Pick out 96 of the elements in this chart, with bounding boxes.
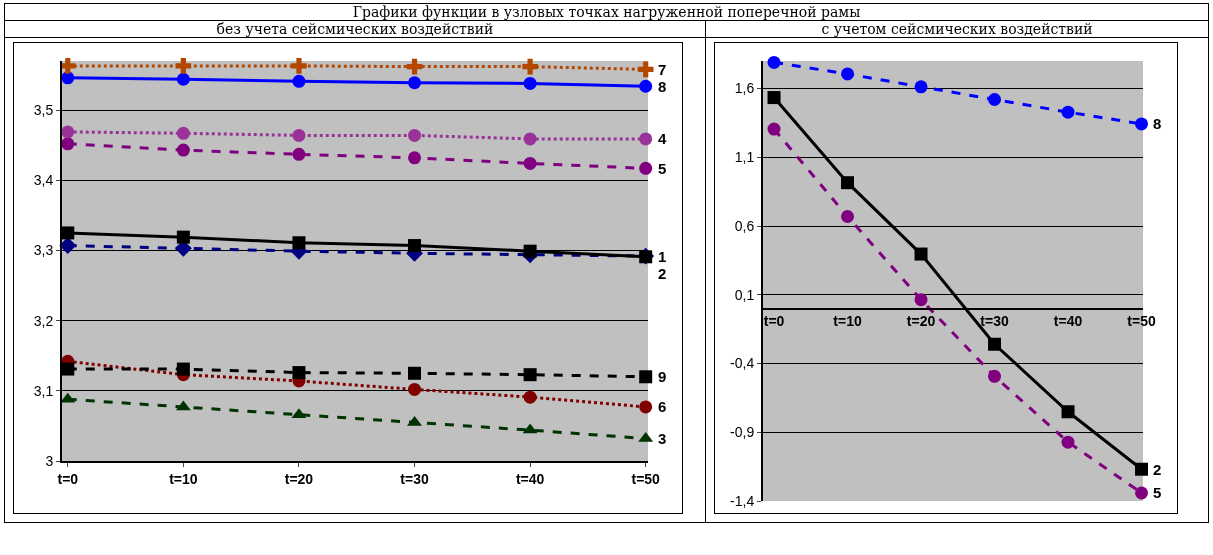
x-tick-label: t=40 <box>1053 313 1083 330</box>
point <box>1061 405 1075 419</box>
point <box>767 91 781 105</box>
x-tick-label: t=50 <box>631 470 661 487</box>
point <box>61 125 75 139</box>
y-tick-label: -1,4 <box>730 492 755 509</box>
point <box>639 79 653 93</box>
series-label: 3 <box>658 430 667 447</box>
x-tick-label: t=30 <box>400 470 429 487</box>
point <box>767 55 781 69</box>
point <box>523 368 537 382</box>
point <box>408 239 422 253</box>
point <box>1135 462 1149 476</box>
x-tick-label: t=30 <box>980 313 1009 330</box>
point <box>61 226 75 240</box>
y-tick-label: 0,1 <box>734 286 755 303</box>
point <box>988 93 1002 106</box>
point <box>841 67 855 81</box>
chart-title: с учетом сейсмических воздействий <box>705 20 1209 38</box>
y-tick-label: 3,4 <box>33 172 54 189</box>
y-tick-label: 1,1 <box>734 149 755 166</box>
series-label: 5 <box>658 160 667 177</box>
point <box>176 143 190 157</box>
point <box>61 137 75 151</box>
x-tick-label: t=10 <box>833 313 862 330</box>
x-tick-label: t=20 <box>284 470 314 487</box>
y-tick-label: 3 <box>45 452 54 469</box>
point <box>523 390 537 404</box>
series-label: 7 <box>658 61 667 78</box>
point <box>1135 117 1149 131</box>
point <box>176 126 190 140</box>
point <box>59 58 76 74</box>
point <box>292 236 306 250</box>
point <box>988 369 1002 383</box>
point <box>408 151 422 165</box>
point <box>523 244 537 258</box>
point <box>175 58 192 74</box>
y-tick-label: -0,4 <box>730 355 755 372</box>
y-tick-label: 3,3 <box>33 242 54 259</box>
x-tick-label: t=0 <box>57 470 79 487</box>
x-tick-label: t=10 <box>169 470 198 487</box>
point <box>639 400 653 414</box>
point <box>1061 105 1075 119</box>
series-label: 5 <box>1153 484 1162 501</box>
series-label: 4 <box>658 130 667 147</box>
point <box>406 58 423 75</box>
x-tick-label: t=20 <box>906 313 936 330</box>
point <box>292 128 306 142</box>
point <box>988 337 1002 351</box>
point <box>639 161 653 175</box>
y-tick-label: 1,6 <box>734 80 755 97</box>
x-tick-label: t=40 <box>515 470 545 487</box>
point <box>61 362 75 376</box>
point <box>914 80 928 94</box>
series-label: 2 <box>658 265 667 282</box>
point <box>176 72 190 86</box>
series-label: 6 <box>658 398 667 415</box>
x-tick-label: t=50 <box>1127 313 1156 330</box>
point <box>523 76 537 90</box>
series-label: 2 <box>1153 461 1162 478</box>
point <box>1061 435 1075 449</box>
point <box>637 61 654 78</box>
y-tick-label: 3,5 <box>33 102 54 119</box>
series-label: 8 <box>658 78 667 95</box>
series-label: 9 <box>658 368 667 385</box>
point <box>1135 486 1149 500</box>
point <box>522 58 538 75</box>
point <box>292 366 306 380</box>
y-tick-label: 3,2 <box>33 312 54 329</box>
point <box>408 366 422 380</box>
chart-title: Графики функции в узловых точках нагруженной поперечной рамы <box>4 3 1209 21</box>
series-label: 8 <box>1153 115 1162 132</box>
y-tick-label: 3,1 <box>33 382 54 399</box>
point <box>408 128 422 142</box>
point <box>292 147 306 161</box>
point <box>176 230 190 244</box>
series-label: 1 <box>658 248 667 265</box>
point <box>408 382 422 396</box>
point <box>841 210 855 223</box>
chart-subtitle: без учета сейсмических воздействий <box>4 20 706 38</box>
point <box>59 237 77 255</box>
point <box>291 58 307 74</box>
point <box>841 176 855 190</box>
point <box>639 132 653 146</box>
point <box>523 156 537 170</box>
point <box>408 76 422 90</box>
y-tick-label: -0,9 <box>730 424 755 441</box>
x-tick-label: t=0 <box>763 313 785 330</box>
point <box>639 370 653 384</box>
point <box>523 132 537 146</box>
point <box>767 122 781 136</box>
y-tick-label: 0,6 <box>734 217 755 234</box>
point <box>176 362 190 376</box>
point <box>914 293 928 307</box>
point <box>292 74 306 88</box>
point <box>914 247 928 261</box>
